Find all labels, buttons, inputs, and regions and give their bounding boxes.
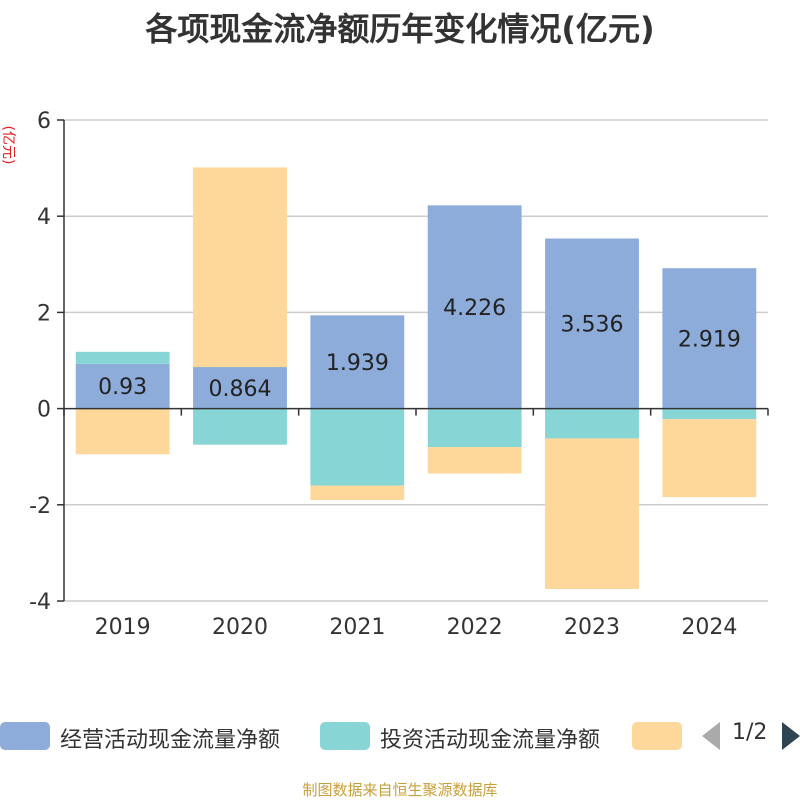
y-tick-label: 4 xyxy=(37,205,51,230)
bar-series-0-2020 xyxy=(193,367,287,409)
y-tick-label: -2 xyxy=(29,494,51,519)
y-tick-label: -4 xyxy=(29,590,51,615)
x-tick-label: 2019 xyxy=(95,615,151,640)
data-label: 1.939 xyxy=(326,351,389,376)
bar-series-2-2022 xyxy=(427,447,522,474)
legend: 经营活动现金流量净额 投资活动现金流量净额 1/2 xyxy=(0,716,800,756)
grid-lines xyxy=(64,119,768,602)
bar-series-1-2019 xyxy=(75,351,170,364)
legend-label-operating: 经营活动现金流量净额 xyxy=(60,728,281,753)
bar-series-2-2024 xyxy=(662,419,757,498)
data-label: 0.864 xyxy=(209,377,272,402)
bar-series-2-2020 xyxy=(193,167,287,368)
pager-next-icon[interactable] xyxy=(780,722,800,750)
legend-swatch-financing xyxy=(632,722,682,750)
bar-series-0-2023 xyxy=(545,238,639,409)
legend-swatch-investing xyxy=(320,722,370,750)
bar-series-1-2022 xyxy=(427,408,522,448)
bars xyxy=(75,167,757,589)
bar-series-0-2021 xyxy=(310,315,405,409)
y-tick-label: 0 xyxy=(37,398,51,423)
bar-series-0-2019 xyxy=(75,363,170,409)
x-tick-label: 2024 xyxy=(681,615,737,640)
y-tick-label: 6 xyxy=(37,109,51,134)
x-tick-label: 2023 xyxy=(564,615,620,640)
chart-title: 各项现金流净额历年变化情况(亿元) xyxy=(145,10,655,48)
axes: -4 -2 0 2 4 6 2019 2020 2021 2022 2023 2024 xyxy=(29,109,769,640)
legend-pager-text: 1/2 xyxy=(732,720,768,745)
bar-series-2-2023 xyxy=(545,438,639,589)
bar-series-1-2023 xyxy=(545,408,639,439)
pager-prev-icon[interactable] xyxy=(700,722,722,750)
legend-label-investing: 投资活动现金流量净额 xyxy=(380,728,601,753)
data-label: 0.93 xyxy=(98,375,147,400)
legend-swatch-operating xyxy=(0,722,50,750)
data-label: 4.226 xyxy=(443,296,506,321)
y-axis-title: (亿元) xyxy=(0,126,16,165)
bar-series-1-2021 xyxy=(310,408,405,486)
x-tick-label: 2021 xyxy=(329,615,385,640)
x-tick-label: 2022 xyxy=(447,615,503,640)
bar-series-1-2020 xyxy=(193,408,287,445)
data-label: 3.536 xyxy=(561,313,624,338)
bar-series-0-2024 xyxy=(662,268,757,409)
x-tick-label: 2020 xyxy=(212,615,268,640)
bar-series-1-2024 xyxy=(662,408,757,420)
footer-credit: 制图数据来自恒生聚源数据库 xyxy=(302,781,498,799)
data-labels: 0.93 0.864 1.939 4.226 3.536 2.919 xyxy=(98,296,741,402)
bar-series-2-2019 xyxy=(75,408,170,455)
y-tick-label: 2 xyxy=(37,301,51,326)
bar-series-2-2021 xyxy=(310,485,405,500)
bar-series-0-2022 xyxy=(427,205,522,409)
data-label: 2.919 xyxy=(678,327,741,352)
